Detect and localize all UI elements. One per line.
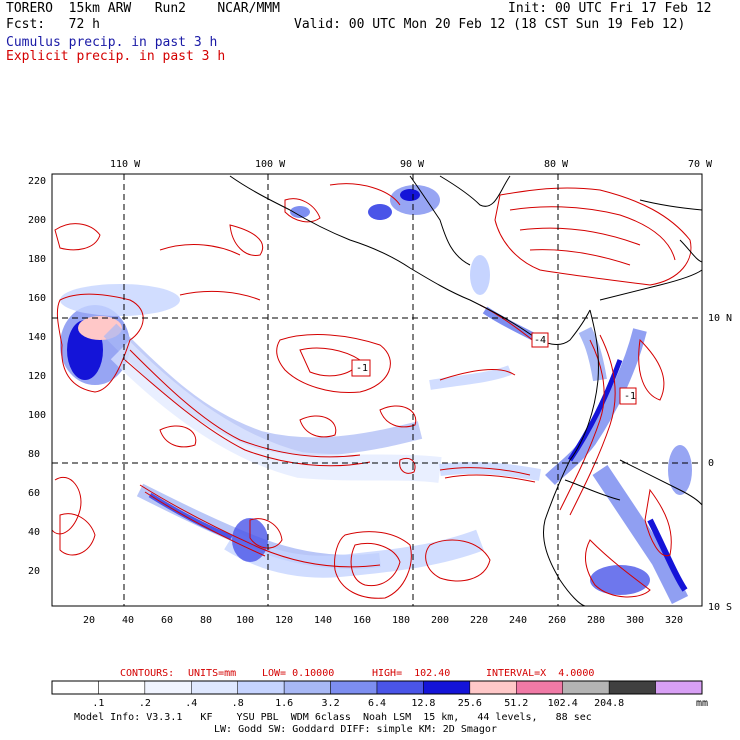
colorbar-label: .8: [231, 698, 244, 709]
colorbar-cell: [469, 680, 517, 695]
x-tick: 160: [353, 615, 372, 626]
y-tick: 60: [28, 488, 41, 499]
x-tick: 40: [122, 615, 135, 626]
colorbar-label: 1.6: [275, 698, 294, 709]
colorbar-cell: [237, 680, 285, 695]
x-tick: 240: [509, 615, 528, 626]
contour-info-low: LOW= 0.10000: [262, 668, 335, 679]
colorbar-cell: [376, 680, 424, 695]
contour-labels: [351, 332, 637, 405]
contour-info-label: CONTOURS:: [120, 668, 175, 679]
y-tick: 220: [28, 176, 47, 187]
y-tick: 160: [28, 293, 47, 304]
colorbar-label: 25.6: [457, 698, 482, 709]
header-model-run: TORERO 15km ARW Run2 NCAR/MMM: [6, 1, 280, 16]
lon-label-110w: 110 W: [110, 159, 141, 170]
footer-physics-info: LW: Godd SW: Goddard DIFF: simple KM: 2D…: [214, 724, 497, 735]
colorbar-label: 6.4: [367, 698, 387, 709]
lat-label-0: 0: [708, 458, 715, 469]
header-forecast-hour: Fcst: 72 h: [6, 17, 100, 32]
colorbar-label: 102.4: [547, 698, 578, 709]
x-tick: 120: [275, 615, 294, 626]
colorbar-label: .1: [92, 698, 105, 709]
x-tick: 20: [83, 615, 96, 626]
x-tick: 80: [200, 615, 213, 626]
y-tick: 140: [28, 332, 47, 343]
colorbar-cell: [608, 680, 656, 695]
coastlines: [229, 175, 703, 607]
footer-model-info: Model Info: V3.3.1 KF YSU PBL WDM 6class…: [74, 712, 592, 723]
colorbar-cell: [330, 680, 378, 695]
field-explicit-precip: Explicit precip. in past 3 h: [6, 49, 226, 64]
contour-info-high: HIGH= 102.40: [372, 668, 451, 679]
x-tick: 100: [236, 615, 255, 626]
map-frame: [51, 173, 703, 607]
lat-label-10s: 10 S: [708, 602, 733, 613]
colorbar-label: .4: [185, 698, 198, 709]
y-tick: 180: [28, 254, 47, 265]
contour-mark-3: -1: [624, 391, 637, 402]
contour-mark-2: -4: [534, 335, 547, 346]
colorbar-cell: [655, 680, 703, 695]
colorbar-cell: [562, 680, 610, 695]
colorbar-cell: [51, 680, 99, 695]
lon-label-100w: 100 W: [255, 159, 286, 170]
colorbar-cell: [98, 680, 146, 695]
x-tick: 180: [392, 615, 411, 626]
header-init-time: Init: 00 UTC Fri 17 Feb 12: [508, 1, 712, 16]
lon-label-80w: 80 W: [544, 159, 569, 170]
y-tick: 20: [28, 566, 41, 577]
x-tick: 300: [626, 615, 645, 626]
colorbar-unit: mm: [696, 698, 709, 709]
colorbar-cell: [423, 680, 471, 695]
x-tick: 140: [314, 615, 333, 626]
x-tick: 320: [665, 615, 684, 626]
contour-info-units: UNITS=mm: [188, 668, 237, 679]
y-tick: 200: [28, 215, 47, 226]
lon-label-90w: 90 W: [400, 159, 425, 170]
colorbar-cell: [144, 680, 192, 695]
contour-mark-1: -1: [356, 363, 369, 374]
lat-label-10n: 10 N: [708, 313, 733, 324]
y-tick: 120: [28, 371, 47, 382]
x-tick: 60: [161, 615, 174, 626]
header-valid-time: Valid: 00 UTC Mon 20 Feb 12 (18 CST Sun …: [294, 17, 686, 32]
x-tick: 280: [587, 615, 606, 626]
colorbar-cell: [283, 680, 331, 695]
colorbar-label: 12.8: [411, 698, 436, 709]
lon-label-70w: 70 W: [688, 159, 713, 170]
y-tick: 80: [28, 449, 41, 460]
x-tick: 220: [470, 615, 489, 626]
contour-info-interval: INTERVAL=X 4.0000: [486, 668, 595, 679]
colorbar-label: 3.2: [321, 698, 340, 709]
y-tick: 100: [28, 410, 47, 421]
y-tick: 40: [28, 527, 41, 538]
field-cumulus-precip: Cumulus precip. in past 3 h: [6, 35, 218, 50]
colorbar-label: 51.2: [504, 698, 529, 709]
colorbar-cell: [191, 680, 238, 695]
x-tick: 200: [431, 615, 450, 626]
x-tick: 260: [548, 615, 567, 626]
lat-lon-grid: [52, 174, 702, 606]
colorbar-label: 204.8: [594, 698, 625, 709]
colorbar-label: .2: [138, 698, 151, 709]
colorbar-cell: [516, 680, 563, 695]
